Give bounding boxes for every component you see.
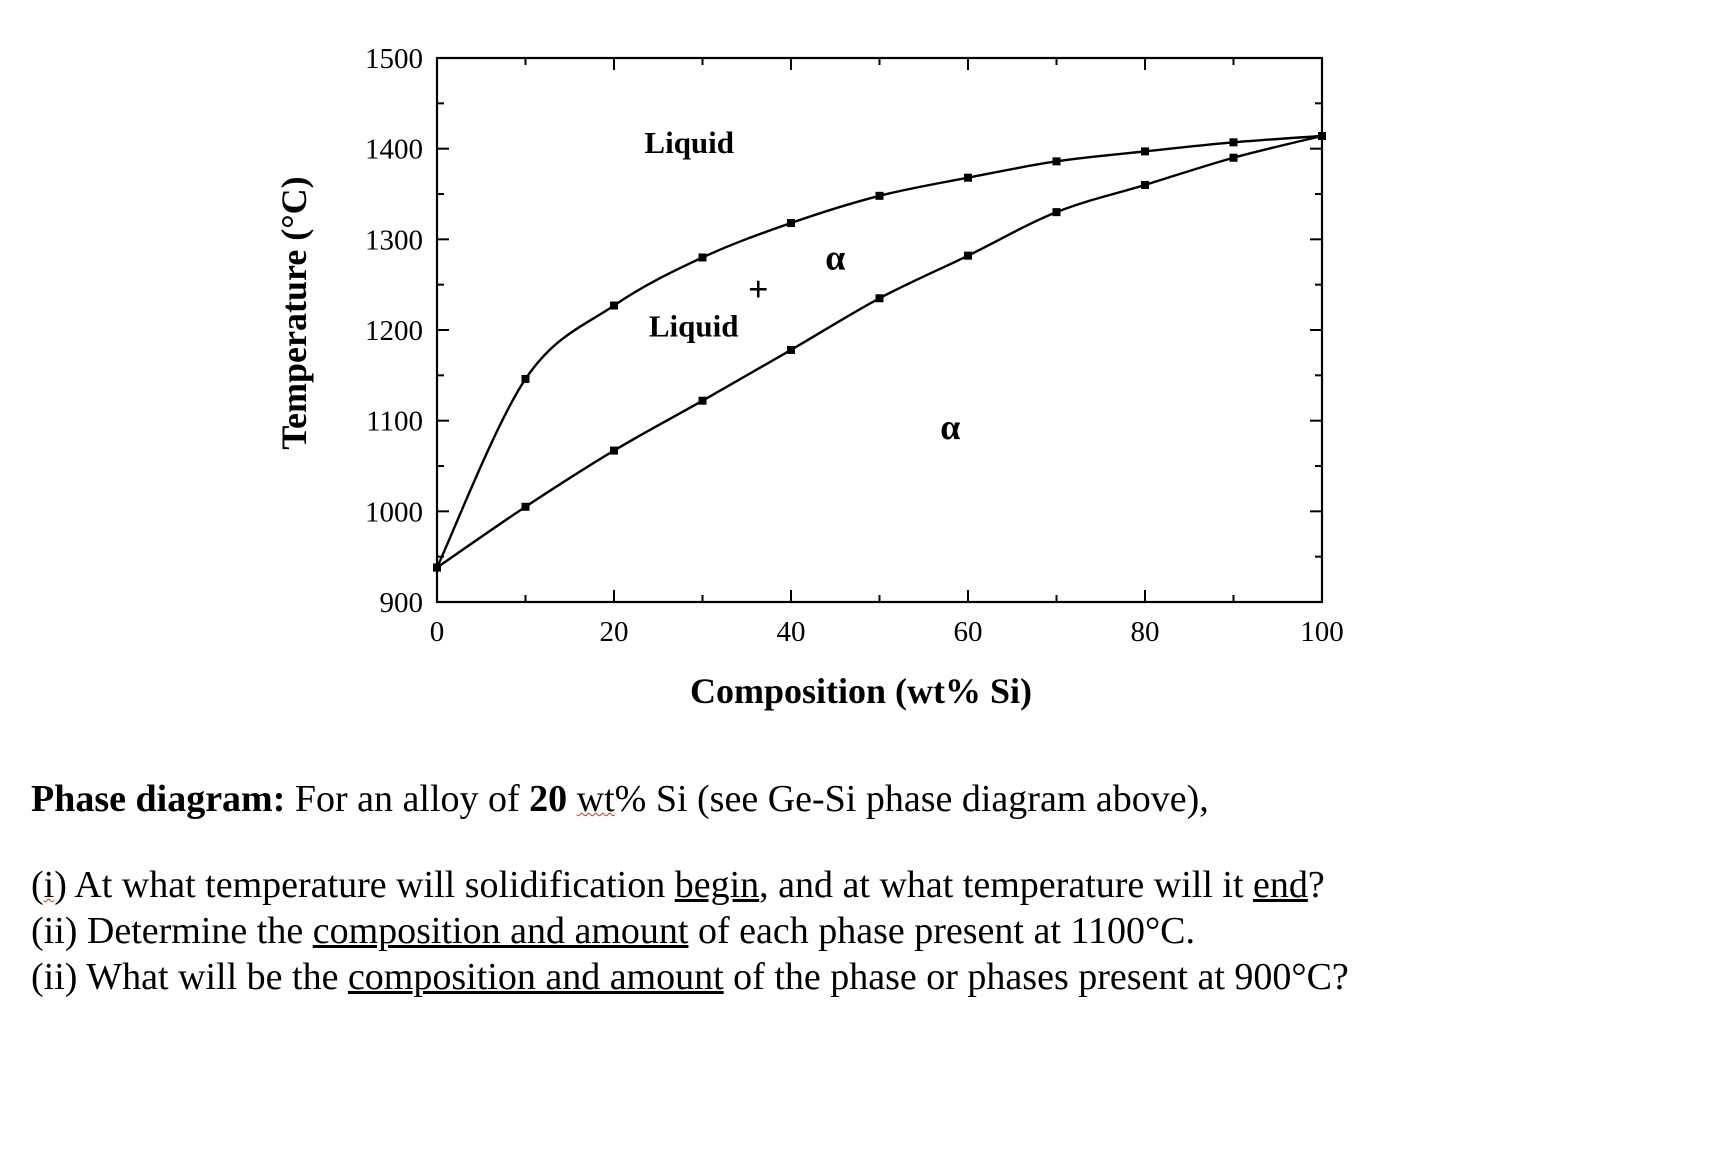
q3-text-b: of the phase or phases present at 900°C?: [723, 956, 1349, 998]
solidus-point: [1229, 153, 1238, 162]
question-intro: Phase diagram: For an alloy of 20 wt% Si…: [31, 776, 1691, 822]
liquidus-point: [698, 253, 707, 262]
q2-text-a: (ii) Determine the: [31, 910, 313, 952]
y-tick-label: 1200: [365, 315, 423, 347]
q3-underlined: composition and amount: [347, 956, 724, 998]
region-label: Liquid: [649, 308, 739, 343]
intro-wt-spellcheck: wt: [576, 778, 615, 820]
region-label: +: [748, 269, 769, 309]
phase-diagram-chart: 0 20 40 60 80 100900100011001200130014001500 …: [274, 43, 1344, 711]
q1-text-b: ) At what temperature will solidificatio…: [54, 864, 675, 906]
y-tick-label: 1300: [365, 224, 423, 256]
question-part-3: (ii) What will be the composition and am…: [31, 954, 1691, 1000]
liquidus-point: [1141, 147, 1149, 156]
x-tick-label: 0: [430, 616, 445, 648]
y-axis-title: Temperature (°C): [274, 176, 314, 449]
q2-text-b: of each phase present at 1100°C.: [688, 910, 1196, 952]
liquidus-point: [787, 219, 795, 228]
intro-composition: 20: [529, 778, 568, 820]
intro-space: [567, 778, 577, 820]
liquidus-point: [875, 191, 884, 200]
intro-heading: Phase diagram:: [31, 778, 286, 820]
region-label: α: [825, 237, 845, 277]
tick-labels: 0 20 40 60 80 100 900 1000 1100 1200 1300 1400 1500: [365, 43, 1344, 648]
q2-underlined: composition and amount: [312, 910, 689, 952]
y-tick-label: 1000: [365, 496, 423, 528]
liquidus-point: [1052, 157, 1061, 166]
y-tick-label: 900: [380, 587, 424, 619]
question-part-1: (i) At what temperature will solidificat…: [31, 862, 1691, 908]
region-label: Liquid: [644, 125, 734, 160]
q3-text-a: (ii) What will be the: [31, 956, 348, 998]
solidus-point: [964, 251, 972, 260]
q1-begin: begin: [674, 864, 760, 906]
y-tick-label: 1400: [365, 134, 423, 166]
axis-ticks: [436, 57, 1323, 603]
axes-frame: [435, 56, 1324, 604]
question-text: Phase diagram: For an alloy of 20 wt% Si…: [31, 776, 1691, 1000]
liquidus-point: [964, 173, 972, 182]
liquidus-point: [521, 374, 530, 383]
liquidus-point: [610, 301, 618, 310]
x-tick-label: 80: [1131, 616, 1160, 648]
liquidus-line: [435, 134, 1323, 569]
q1-open: (: [31, 864, 44, 906]
plot-frame: [435, 56, 1324, 604]
q1-text-d: ?: [1307, 864, 1325, 906]
liquidus-point: [1229, 138, 1238, 147]
solidus-point: [1141, 180, 1149, 189]
solidus-point: [1318, 131, 1326, 140]
region-label: α: [940, 407, 960, 447]
intro-text-a: For an alloy of: [285, 778, 530, 820]
solidus-point: [698, 396, 707, 405]
x-tick-label: 20: [600, 616, 629, 648]
q1-end: end: [1253, 864, 1308, 906]
region-labels: Liquid α + Liquid α: [644, 125, 960, 447]
x-tick-label: 60: [954, 616, 983, 648]
solidus-point: [1052, 208, 1061, 217]
question-part-2: (ii) Determine the composition and amoun…: [31, 908, 1691, 954]
solidus-point: [787, 345, 795, 354]
series-layer: [433, 131, 1326, 572]
q1-numeral: i: [43, 864, 55, 906]
y-tick-label: 1100: [366, 406, 423, 438]
y-tick-label: 1500: [365, 43, 423, 75]
x-tick-label: 40: [777, 616, 806, 648]
intro-text-c: % Si (see Ge-Si phase diagram above),: [614, 778, 1209, 820]
solidus-line: [436, 134, 1323, 569]
solidus-point: [433, 563, 441, 572]
x-tick-label: 100: [1300, 616, 1344, 648]
q1-text-c: , and at what temperature will it: [759, 864, 1254, 906]
solidus-point: [610, 446, 618, 455]
solidus-point: [521, 502, 530, 511]
x-axis-title: Composition (wt% Si): [690, 671, 1032, 711]
solidus-point: [875, 294, 884, 303]
